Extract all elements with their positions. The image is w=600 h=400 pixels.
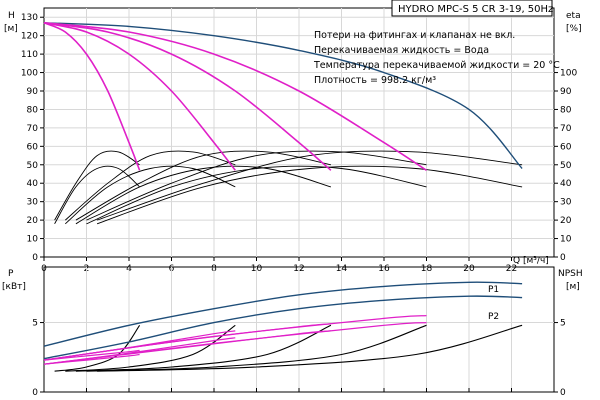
y-axis-label-left: P — [8, 269, 14, 279]
series-label-p2: P2 — [488, 312, 499, 322]
x-axis-unit: [м³/ч] — [523, 256, 549, 266]
y-tick-label-right: 80 — [560, 105, 572, 115]
pump-power-curve — [43, 322, 427, 365]
power-npsh-panel: 0 5 0 5 P [кВт] NPSH [м] P1 P2 — [2, 266, 583, 398]
pump-power-curve — [43, 315, 427, 361]
pump-head-curve — [43, 22, 141, 171]
y-tick-label-left: 10 — [27, 235, 39, 245]
note-line: Перекачиваемая жидкость = Вода — [314, 45, 489, 56]
efficiency-curve — [75, 165, 332, 225]
efficiency-curve — [96, 165, 523, 225]
y-tick-label-left: 60 — [27, 142, 39, 152]
pump-head-curve — [43, 22, 332, 171]
y-tick-label-left: 50 — [27, 161, 39, 171]
y-tick-label-right: 60 — [560, 142, 572, 152]
system-head-curve — [43, 22, 523, 169]
y-tick-label-right: 0 — [560, 388, 566, 398]
power-axis-ticks: 0 5 0 5 — [32, 319, 566, 398]
y-tick-label-right: 20 — [560, 216, 572, 226]
efficiency-curve — [96, 150, 523, 221]
y-axis-unit-left: [м] — [4, 24, 18, 34]
y-axis-label-left: H — [8, 11, 15, 21]
x-axis-label: Q — [513, 256, 520, 266]
y-tick-label-right: 5 — [560, 319, 566, 329]
head-grid — [44, 8, 554, 257]
efficiency-curve — [65, 165, 236, 225]
efficiency-curve — [54, 150, 140, 221]
y-tick-label-right: 70 — [560, 124, 572, 134]
y-tick-label-right: 0 — [560, 253, 566, 263]
y-tick-label-left: 80 — [27, 105, 39, 115]
efficiency-curves — [54, 150, 523, 225]
power-grid — [44, 267, 554, 392]
efficiency-curve — [86, 165, 427, 225]
note-line: Температура перекачиваемой жидкости = 20… — [313, 60, 560, 71]
y-tick-label-right: 50 — [560, 161, 572, 171]
y-axis-unit-left: [кВт] — [2, 282, 26, 292]
y-tick-label-left: 90 — [27, 87, 39, 97]
y-axis-unit-right: [%] — [566, 24, 582, 34]
y-tick-label-left: 40 — [27, 179, 39, 189]
y-axis-label-right: eta — [566, 11, 581, 21]
y-tick-label-right: 90 — [560, 87, 572, 97]
npsh-curve — [97, 324, 523, 372]
pump-power-curve — [43, 349, 140, 361]
power-curves — [43, 281, 523, 365]
npsh-curve — [75, 324, 332, 372]
efficiency-curve — [75, 150, 331, 221]
y-tick-label-right: 100 — [560, 69, 577, 79]
y-tick-label-left: 110 — [21, 50, 38, 60]
y-axis-label-right: NPSH — [558, 269, 583, 279]
y-axis-unit-right: [м] — [566, 282, 580, 292]
y-tick-label-left: 120 — [21, 32, 38, 42]
y-tick-label-left: 130 — [21, 13, 38, 23]
series-label-p1: P1 — [488, 285, 499, 295]
y-tick-label-left: 100 — [21, 69, 38, 79]
y-tick-label-left: 0 — [32, 253, 38, 263]
pump-head-curve — [43, 22, 427, 171]
efficiency-curve — [86, 150, 427, 221]
title-box — [391, 0, 553, 17]
efficiency-curve — [54, 165, 140, 225]
power-curve-p1 — [43, 281, 523, 347]
y-tick-label-left: 70 — [27, 124, 39, 134]
y-tick-label-right: 40 — [560, 179, 572, 189]
note-line: Плотность = 998.2 кг/м³ — [314, 75, 436, 86]
chart-title: HYDRO MPC-S 5 CR 3-19, 50Hz — [398, 4, 553, 15]
y-tick-label-left: 30 — [27, 198, 39, 208]
head-curves — [43, 22, 523, 171]
note-line: Потери на фитингах и клапанах не вкл. — [314, 30, 515, 41]
npsh-curve — [54, 324, 141, 372]
y-tick-label-left: 20 — [27, 216, 39, 226]
power-curve-p2 — [43, 295, 523, 360]
y-tick-label-left: 0 — [32, 388, 38, 398]
y-tick-label-left: 5 — [32, 319, 38, 329]
y-tick-label-right: 10 — [560, 235, 572, 245]
y-tick-label-right: 30 — [560, 198, 572, 208]
pump-head-curve — [43, 22, 236, 171]
